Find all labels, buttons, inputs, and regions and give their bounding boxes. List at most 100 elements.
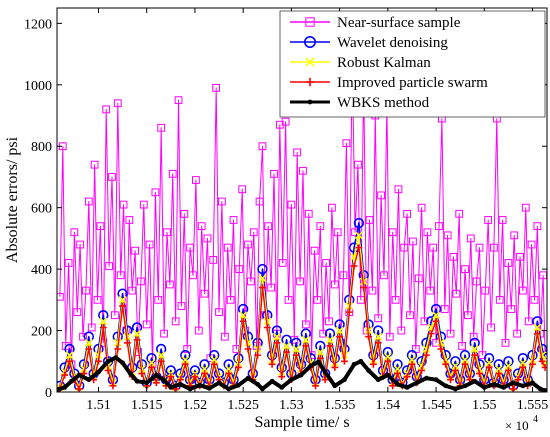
series-0-point-79 bbox=[284, 295, 293, 304]
series-0-point-8 bbox=[79, 332, 87, 341]
series-4-point-30 bbox=[315, 359, 321, 365]
legend-label-0: Near-surface sample bbox=[337, 15, 461, 31]
series-2-point-5 bbox=[80, 364, 88, 373]
series-4-point-12 bbox=[153, 372, 159, 378]
series-0-point-91 bbox=[319, 329, 328, 338]
legend-item-4: WBKS method bbox=[290, 95, 430, 111]
series-0-point-143 bbox=[469, 332, 478, 341]
series-0-point-6 bbox=[73, 308, 82, 317]
series-0-point-56 bbox=[218, 197, 226, 206]
series-3-point-46 bbox=[278, 373, 286, 381]
series-0-point-60 bbox=[229, 216, 238, 224]
series-0-point-85 bbox=[301, 320, 310, 329]
series-3-point-95 bbox=[514, 376, 522, 384]
series-0-point-73 bbox=[267, 283, 276, 292]
series-0-point-145 bbox=[475, 243, 484, 252]
series-3-point-76 bbox=[423, 351, 430, 359]
series-0-point-150 bbox=[490, 243, 498, 252]
series-0-point-154 bbox=[501, 338, 510, 347]
series-2-point-63 bbox=[359, 277, 368, 286]
series-2-point-38 bbox=[239, 311, 248, 320]
series-0-point-120 bbox=[403, 209, 412, 218]
series-4-point-47 bbox=[472, 378, 478, 384]
series-0-point-65 bbox=[244, 240, 252, 249]
series-3-point-68 bbox=[384, 357, 392, 365]
series-2-point-19 bbox=[147, 358, 156, 367]
legend-item-3: Improved particle swarm bbox=[290, 75, 488, 91]
series-0-point-50 bbox=[200, 289, 209, 298]
series-0-point-164 bbox=[530, 295, 539, 304]
series-0-point-88 bbox=[310, 246, 319, 255]
x-axis-title: Sample time/ s bbox=[254, 414, 349, 431]
series-2-point-21 bbox=[157, 351, 166, 360]
series-4-point-29 bbox=[308, 363, 314, 369]
y-tick-label-5: 1000 bbox=[24, 79, 52, 94]
series-3-point-13 bbox=[119, 302, 126, 310]
series-2-point-58 bbox=[335, 326, 344, 335]
series-4-point-40 bbox=[404, 384, 410, 390]
series-3-point-77 bbox=[427, 330, 435, 338]
series-2-point-13 bbox=[118, 295, 127, 304]
x-tick-label-8: 1.55 bbox=[472, 398, 497, 413]
series-0-point-92 bbox=[322, 259, 331, 267]
series-4-point-11 bbox=[144, 380, 150, 386]
series-3-point-56 bbox=[326, 342, 334, 350]
series-4-point-22 bbox=[245, 375, 251, 381]
series-3-point-81 bbox=[447, 376, 454, 384]
series-0-point-29 bbox=[139, 200, 148, 209]
series-2-point-98 bbox=[528, 355, 537, 364]
series-2-point-45 bbox=[272, 332, 281, 341]
series-2-point-26 bbox=[181, 355, 190, 364]
series-2-point-42 bbox=[258, 274, 267, 283]
series-3-point-63 bbox=[360, 284, 368, 291]
series-1-point-47 bbox=[281, 334, 292, 345]
series-4-point-55 bbox=[542, 388, 547, 392]
series-3-point-35 bbox=[225, 370, 233, 377]
series-0-point-89 bbox=[313, 295, 322, 304]
series-4-point-6 bbox=[105, 358, 111, 364]
series-0-point-66 bbox=[246, 277, 255, 286]
series-3-point-4 bbox=[75, 385, 83, 392]
series-3-point-19 bbox=[148, 364, 155, 371]
series-4-point-23 bbox=[255, 381, 261, 387]
series-3-point-12 bbox=[114, 345, 122, 353]
series-4-point-33 bbox=[342, 377, 347, 383]
series-4-point-45 bbox=[452, 386, 458, 392]
series-1-point-62 bbox=[353, 217, 365, 229]
y-tick-label-1: 200 bbox=[31, 325, 52, 340]
series-4-point-17 bbox=[197, 382, 203, 388]
series-0-point-165 bbox=[533, 222, 542, 231]
series-4-point-35 bbox=[358, 358, 364, 364]
series-0-point-36 bbox=[160, 329, 168, 338]
series-0-point-136 bbox=[449, 252, 458, 261]
series-2-point-79 bbox=[436, 338, 445, 347]
series-2-point-86 bbox=[470, 345, 479, 353]
series-4-point-51 bbox=[510, 380, 516, 386]
series-2-point-47 bbox=[282, 341, 291, 350]
series-4-point-53 bbox=[530, 380, 535, 386]
series-1-point-86 bbox=[469, 337, 480, 349]
series-3-point-58 bbox=[336, 333, 344, 341]
series-0-point-57 bbox=[220, 332, 229, 341]
x-tick-label-1: 1.515 bbox=[131, 398, 163, 413]
series-0-point-40 bbox=[171, 317, 180, 326]
series-1-point-2 bbox=[64, 343, 75, 355]
series-0-point-161 bbox=[521, 203, 530, 212]
series-3-point-60 bbox=[345, 308, 353, 316]
series-0-point-140 bbox=[461, 265, 469, 274]
series-0-point-152 bbox=[495, 295, 504, 304]
series-3-point-89 bbox=[485, 364, 493, 371]
series-0-point-128 bbox=[426, 286, 435, 295]
series-2-point-49 bbox=[292, 345, 301, 353]
series-3-point-38 bbox=[239, 317, 247, 325]
series-0-point-48 bbox=[194, 326, 203, 335]
series-3-point-2 bbox=[66, 357, 73, 365]
series-1-point-49 bbox=[291, 337, 302, 349]
series-3-point-53 bbox=[312, 382, 319, 390]
series-4-point-19 bbox=[216, 380, 222, 386]
series-0-point-95 bbox=[330, 280, 339, 289]
series-3-point-70 bbox=[394, 370, 401, 377]
series-0-point-51 bbox=[203, 234, 212, 243]
series-0-point-148 bbox=[484, 216, 493, 224]
series-0-point-131 bbox=[435, 222, 443, 231]
